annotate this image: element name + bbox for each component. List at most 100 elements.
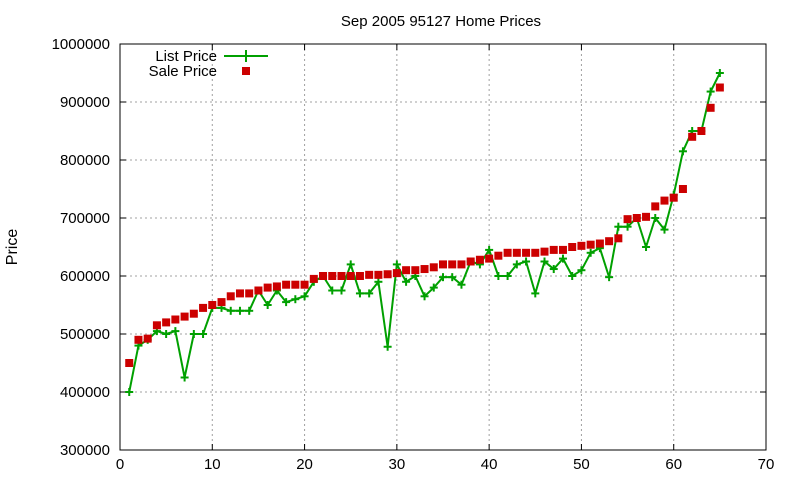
data-point-sale-price — [245, 289, 254, 298]
x-tick-label: 30 — [389, 456, 406, 473]
data-point-list-price — [346, 260, 355, 269]
data-point-list-price — [162, 330, 171, 338]
data-point-list-price — [125, 388, 134, 396]
data-point-sale-price — [125, 359, 134, 367]
data-point-sale-price — [392, 269, 401, 278]
data-point-list-price — [171, 327, 180, 336]
data-point-list-price — [623, 222, 632, 231]
data-point-sale-price — [226, 292, 235, 301]
legend-label-list-price: List Price — [155, 48, 217, 65]
x-tick-label: 20 — [296, 456, 313, 473]
data-point-sale-price — [365, 270, 374, 279]
chart-title: Sep 2005 95127 Home Prices — [341, 13, 541, 30]
data-point-sale-price — [549, 245, 558, 254]
data-point-sale-price — [272, 282, 281, 291]
series-sale-price — [125, 83, 724, 367]
data-point-list-price — [282, 298, 291, 307]
data-point-sale-price — [697, 127, 706, 135]
data-point-list-price — [180, 373, 189, 382]
data-point-sale-price — [235, 289, 244, 298]
data-point-sale-price — [208, 301, 217, 309]
data-point-sale-price — [586, 240, 595, 249]
data-point-list-price — [300, 292, 309, 301]
data-point-list-price — [374, 277, 383, 286]
data-point-list-price — [706, 87, 715, 96]
data-point-sale-price — [706, 103, 715, 112]
data-point-sale-price — [337, 272, 346, 280]
data-point-sale-price — [355, 272, 364, 280]
data-point-sale-price — [632, 214, 641, 222]
x-tick-label: 60 — [665, 456, 682, 473]
data-point-sale-price — [254, 286, 263, 295]
data-point-sale-price — [411, 266, 420, 275]
data-point-sale-price — [143, 334, 152, 343]
data-point-list-price — [586, 248, 595, 257]
data-point-list-price — [512, 260, 521, 269]
data-point-sale-price — [485, 254, 494, 263]
data-point-sale-price — [577, 241, 586, 250]
data-point-sale-price — [309, 274, 318, 283]
data-point-list-price — [660, 225, 669, 234]
data-point-sale-price — [475, 255, 484, 264]
data-point-sale-price — [522, 248, 531, 257]
series-list-price — [125, 69, 724, 396]
data-point-sale-price — [217, 298, 226, 307]
data-point-list-price — [355, 289, 364, 298]
data-point-sale-price — [660, 196, 669, 205]
y-tick-label: 700000 — [60, 210, 110, 227]
legend: List Price Sale Price — [149, 48, 268, 80]
data-point-sale-price — [448, 260, 457, 269]
data-point-sale-price — [678, 185, 687, 193]
data-point-list-price — [328, 286, 337, 295]
data-point-sale-price — [134, 335, 143, 344]
data-point-sale-price — [291, 280, 300, 289]
data-point-list-price — [642, 243, 651, 251]
data-point-sale-price — [466, 257, 475, 266]
data-point-list-price — [549, 265, 558, 274]
data-point-sale-price — [642, 212, 651, 221]
x-tick-label: 40 — [481, 456, 498, 473]
data-point-sale-price — [374, 270, 383, 279]
data-point-list-price — [189, 330, 198, 338]
y-tick-label: 800000 — [60, 152, 110, 169]
data-point-list-price — [651, 214, 660, 222]
data-point-sale-price — [669, 193, 678, 202]
data-point-sale-price — [651, 202, 660, 211]
x-tick-label: 70 — [758, 456, 775, 473]
data-point-list-price — [235, 306, 244, 315]
x-tick-label: 50 — [573, 456, 590, 473]
data-point-sale-price — [319, 272, 328, 280]
data-point-list-price — [605, 273, 614, 282]
data-point-list-price — [420, 292, 429, 301]
legend-marker-sale-price — [242, 67, 250, 75]
data-point-list-price — [383, 342, 392, 351]
data-point-list-price — [448, 273, 457, 282]
legend-marker-list-price — [240, 50, 252, 62]
data-point-sale-price — [614, 234, 623, 243]
data-point-sale-price — [558, 245, 567, 254]
data-point-list-price — [522, 257, 531, 266]
data-point-sale-price — [402, 266, 411, 275]
data-point-list-price — [392, 260, 401, 269]
y-tick-label: 600000 — [60, 268, 110, 285]
data-point-sale-price — [420, 265, 429, 274]
data-point-list-price — [540, 257, 549, 266]
data-point-sale-price — [457, 260, 466, 269]
data-point-list-price — [485, 245, 494, 254]
data-point-list-price — [429, 283, 438, 292]
grid-lines — [120, 44, 766, 450]
tick-labels: 0 10 20 30 40 50 60 70 300000 400000 500000 600000 7… — [52, 36, 775, 473]
data-point-list-price — [365, 289, 374, 298]
data-point-sale-price — [623, 215, 632, 224]
data-point-sale-price — [715, 83, 724, 92]
data-point-list-price — [245, 306, 254, 315]
y-tick-label: 900000 — [60, 94, 110, 111]
data-point-list-price — [678, 147, 687, 156]
data-series — [125, 69, 724, 396]
data-point-sale-price — [494, 251, 503, 260]
data-point-list-price — [715, 69, 724, 77]
y-tick-label: 500000 — [60, 326, 110, 343]
x-tick-label: 10 — [204, 456, 221, 473]
data-point-sale-price — [171, 315, 180, 324]
